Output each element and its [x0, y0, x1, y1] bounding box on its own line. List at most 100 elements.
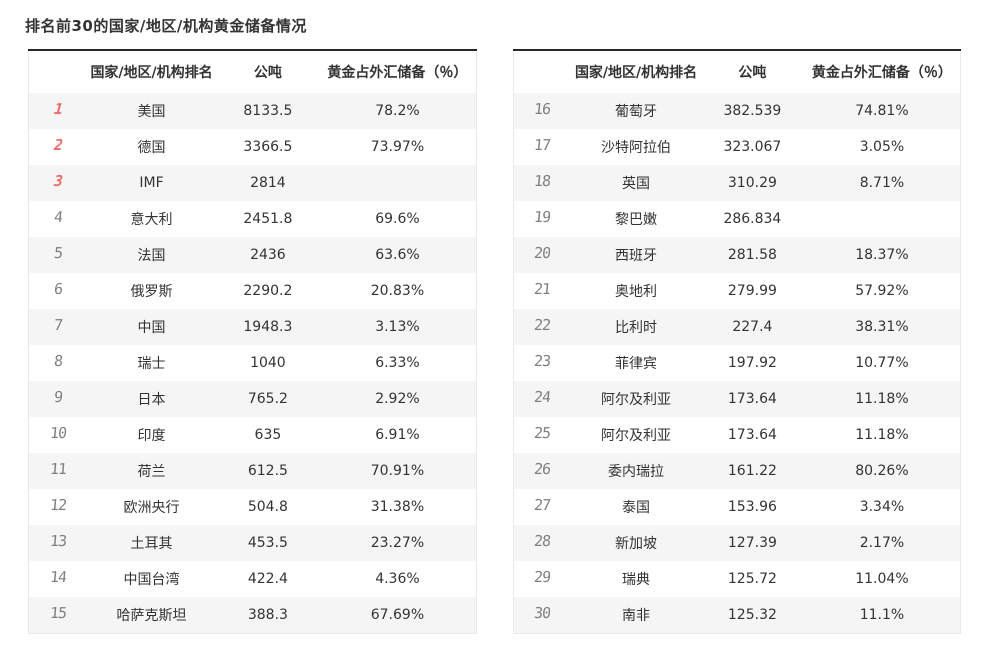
tons-cell: 227.4 — [732, 319, 773, 335]
rank-number: 12 — [49, 496, 67, 514]
tons-cell: 173.64 — [727, 391, 777, 407]
rank-number: 15 — [49, 603, 67, 622]
table-row: 6 俄罗斯 2290.2 20.83% — [29, 273, 477, 309]
header-pct: 黄金占外汇储备（％） — [803, 50, 961, 93]
country-cell: 哈萨克斯坦 — [116, 607, 187, 624]
rank-cell: 12 — [29, 489, 87, 525]
rank-number: 23 — [533, 352, 552, 370]
rank-cell: 28 — [513, 525, 571, 561]
rank-number: 8 — [53, 352, 63, 370]
country-cell: 中国台湾 — [123, 572, 180, 588]
country-cell: 比利时 — [615, 320, 658, 336]
rank-cell: 2 — [29, 129, 87, 165]
pct-cell: 69.6% — [375, 211, 420, 227]
country-cell: 土耳其 — [130, 536, 173, 552]
rank-cell: 22 — [513, 309, 571, 345]
pct-cell: 6.91% — [375, 427, 420, 443]
gold-table-ranks-1-15: 国家/地区/机构排名 公吨 黄金占外汇储备（％） 1 美国 8133.5 78.2% 2… — [28, 49, 477, 634]
table-row: 12 欧洲央行 504.8 31.38% — [29, 489, 477, 525]
pct-cell: 38.31% — [855, 319, 909, 335]
table-row: 27 泰国 153.96 3.34% — [513, 489, 961, 525]
header-rank — [513, 50, 572, 93]
header-row: 国家/地区/机构排名 公吨 黄金占外汇储备（％） — [513, 50, 961, 93]
country-cell: 俄罗斯 — [130, 284, 173, 300]
rank-number: 22 — [533, 316, 552, 334]
tons-cell: 765.2 — [247, 391, 288, 407]
rank-cell: 3 — [29, 165, 87, 201]
table-row: 13 土耳其 453.5 23.27% — [28, 525, 476, 561]
table-row: 25 阿尔及利亚 173.64 11.18% — [513, 417, 961, 453]
tons-cell: 635 — [254, 427, 282, 443]
country-cell: 葡萄牙 — [615, 104, 658, 120]
rank-cell: 10 — [29, 417, 87, 453]
pct-cell: 3.05% — [859, 139, 905, 155]
rank-cell: 26 — [513, 453, 571, 489]
rank-number: 24 — [533, 388, 552, 406]
table-row: 15 哈萨克斯坦 388.3 67.69% — [28, 597, 476, 633]
pct-cell: 2.92% — [375, 391, 420, 407]
rank-number: 7 — [53, 316, 63, 334]
country-cell: 委内瑞拉 — [608, 464, 665, 480]
page: 排名前30的国家/地区/机构黄金储备情况 国家/地区/机构排名 公吨 黄金占外汇… — [25, 17, 961, 634]
pct-cell: 8.71% — [859, 175, 905, 191]
tons-cell: 612.5 — [247, 463, 288, 479]
country-cell: 沙特阿拉伯 — [601, 140, 672, 156]
header-tons: 公吨 — [700, 50, 804, 93]
pct-cell: 20.83% — [370, 283, 425, 299]
tons-cell: 173.64 — [727, 427, 777, 443]
rank-cell: 13 — [29, 525, 87, 561]
rank-cell: 7 — [29, 309, 87, 345]
table-header: 国家/地区/机构排名 公吨 黄金占外汇储备（％） — [513, 50, 961, 93]
tons-cell: 1948.3 — [243, 319, 293, 335]
pct-cell: 70.91% — [370, 463, 425, 479]
rank-cell: 20 — [513, 237, 571, 273]
gold-table-left-wrap: 国家/地区/机构排名 公吨 黄金占外汇储备（％） 1 美国 8133.5 78.2% 2… — [28, 49, 477, 634]
rank-number: 17 — [533, 136, 552, 154]
rank-number: 30 — [533, 603, 552, 622]
rank-number: 5 — [53, 244, 63, 262]
rank-number: 4 — [53, 208, 63, 226]
tons-cell: 2436 — [250, 247, 286, 263]
country-cell: 美国 — [137, 104, 166, 120]
country-cell: 瑞士 — [137, 356, 166, 372]
country-cell: 瑞典 — [622, 572, 651, 588]
gold-table-ranks-16-30: 国家/地区/机构排名 公吨 黄金占外汇储备（％） 16 葡萄牙 382.539 74.… — [512, 49, 961, 634]
rank-number: 11 — [49, 460, 67, 478]
pct-cell: 31.38% — [370, 499, 425, 515]
table-row: 5 法国 2436 63.6% — [28, 237, 476, 273]
rank-cell: 15 — [29, 597, 87, 633]
pct-cell: 3.13% — [375, 319, 420, 335]
rank-cell: 11 — [29, 453, 87, 489]
table-row: 24 阿尔及利亚 173.64 11.18% — [513, 381, 961, 417]
country-cell: 英国 — [622, 176, 651, 192]
rank-number: 13 — [49, 532, 67, 550]
table-row: 19 黎巴嫩 286.834 — [513, 201, 961, 237]
tons-cell: 382.539 — [723, 103, 782, 119]
rank-cell: 30 — [513, 597, 571, 633]
pct-cell: 2.17% — [859, 535, 905, 551]
pct-cell: 74.81% — [855, 103, 909, 119]
rank-number: 26 — [533, 460, 552, 478]
country-cell: 阿尔及利亚 — [601, 392, 672, 408]
rank-cell: 1 — [29, 93, 87, 129]
table-row: 23 菲律宾 197.92 10.77% — [513, 345, 961, 381]
rank-cell: 5 — [29, 237, 87, 273]
rank-number: 10 — [49, 424, 67, 442]
table-row: 3 IMF 2814 — [28, 165, 476, 201]
table-row: 30 南非 125.32 11.1% — [513, 597, 961, 633]
table-row: 7 中国 1948.3 3.13% — [28, 309, 476, 345]
country-cell: 菲律宾 — [615, 356, 658, 372]
pct-cell — [319, 165, 476, 201]
table-row: 18 英国 310.29 8.71% — [513, 165, 961, 201]
table-row: 14 中国台湾 422.4 4.36% — [29, 561, 477, 597]
table-body: 16 葡萄牙 382.539 74.81% 17 沙特阿拉伯 323.067 3.05% 18 英… — [513, 93, 961, 633]
page-title: 排名前30的国家/地区/机构黄金储备情况 — [25, 17, 307, 35]
country-cell: 泰国 — [622, 500, 651, 516]
country-cell: 阿尔及利亚 — [601, 428, 672, 444]
table-row: 4 意大利 2451.8 69.6% — [29, 201, 477, 237]
rank-number: 3 — [53, 172, 63, 190]
country-cell: 新加坡 — [615, 536, 658, 552]
table-body: 1 美国 8133.5 78.2% 2 德国 3366.5 73.97% 3 IMF 2814 4 意大… — [28, 93, 477, 633]
tons-cell: 2290.2 — [243, 283, 293, 299]
rank-number: 16 — [533, 100, 552, 118]
